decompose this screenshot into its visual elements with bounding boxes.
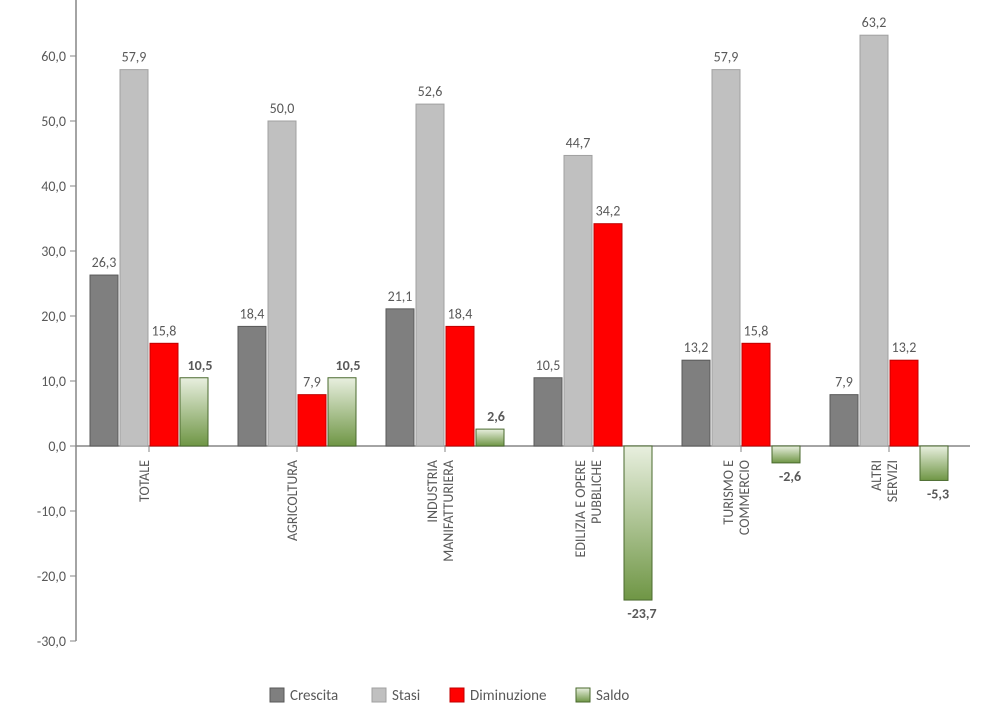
bar-stasi bbox=[120, 70, 148, 446]
bar-crescita bbox=[386, 309, 414, 446]
bar-value-label: 26,3 bbox=[92, 254, 117, 271]
bar-diminuzione bbox=[446, 326, 474, 446]
legend-marker bbox=[270, 688, 284, 702]
y-tick-label: 40,0 bbox=[41, 178, 66, 195]
category-label: INDUSTRIA bbox=[424, 459, 441, 522]
grouped-bar-chart: -30,0 -20,0 -10,0 0,0 10,0 20,0 30,0 40,0 50,0 60… bbox=[0, 0, 983, 724]
bar-crescita bbox=[830, 395, 858, 446]
y-tick-label: 30,0 bbox=[41, 243, 66, 260]
bar-value-label: 7,9 bbox=[303, 374, 321, 391]
bar-saldo bbox=[624, 446, 652, 600]
bar-value-label: 13,2 bbox=[892, 339, 917, 356]
bar-value-label: 18,4 bbox=[448, 305, 473, 322]
bar-value-label: 50,0 bbox=[270, 100, 295, 117]
bar-value-label: 18,4 bbox=[240, 305, 265, 322]
bar-saldo bbox=[920, 446, 948, 480]
y-tick-label: 60,0 bbox=[41, 48, 66, 65]
y-tick-label: 50,0 bbox=[41, 113, 66, 130]
bar-value-label: 13,2 bbox=[684, 339, 709, 356]
bar-saldo bbox=[180, 378, 208, 446]
bar-value-label: -23,7 bbox=[627, 605, 656, 622]
legend-label: Crescita bbox=[290, 687, 338, 705]
category-label: PUBBLICHE bbox=[588, 460, 605, 524]
bar-diminuzione bbox=[594, 224, 622, 446]
bar-diminuzione bbox=[742, 343, 770, 446]
bar-stasi bbox=[712, 70, 740, 446]
bar-value-label: 10,5 bbox=[188, 357, 213, 374]
bar-crescita bbox=[238, 326, 266, 446]
bar-value-label: 63,2 bbox=[862, 14, 887, 31]
bar-value-label: -2,6 bbox=[779, 468, 801, 485]
y-tick-label: 10,0 bbox=[41, 373, 66, 390]
bar-value-label: 21,1 bbox=[388, 288, 413, 305]
bar-value-label: 44,7 bbox=[566, 134, 591, 151]
legend-marker bbox=[372, 688, 386, 702]
bar-diminuzione bbox=[150, 343, 178, 446]
category-label: SERVIZI bbox=[884, 460, 901, 502]
bar-value-label: 15,8 bbox=[152, 322, 177, 339]
bar-value-label: 2,6 bbox=[487, 408, 505, 425]
legend-label: Diminuzione bbox=[470, 687, 546, 705]
bar-crescita bbox=[90, 275, 118, 446]
y-tick-label: -30,0 bbox=[37, 633, 66, 650]
bar-value-label: 57,9 bbox=[714, 49, 739, 66]
y-tick-label: 0,0 bbox=[48, 438, 66, 455]
bar-value-label: 52,6 bbox=[418, 83, 443, 100]
y-tick-label: -10,0 bbox=[37, 503, 66, 520]
legend-marker bbox=[576, 688, 590, 702]
category-label: EDILIZIA E OPERE bbox=[572, 460, 589, 558]
category-label: ALTRI bbox=[868, 460, 885, 491]
bar-saldo bbox=[328, 378, 356, 446]
bar-value-label: 7,9 bbox=[835, 374, 853, 391]
bar-crescita bbox=[682, 360, 710, 446]
bar-stasi bbox=[268, 121, 296, 446]
category-label: TOTALE bbox=[136, 460, 153, 502]
bar-saldo bbox=[772, 446, 800, 463]
bar-value-label: 15,8 bbox=[744, 322, 769, 339]
bar-value-label: -5,3 bbox=[927, 485, 949, 502]
bar-value-label: 34,2 bbox=[596, 203, 621, 220]
bar-diminuzione bbox=[890, 360, 918, 446]
bar-value-label: 10,5 bbox=[336, 357, 361, 374]
category-label: COMMERCIO bbox=[736, 460, 753, 535]
category-label: TURISMO E bbox=[720, 460, 737, 525]
bar-stasi bbox=[416, 104, 444, 446]
legend-label: Saldo bbox=[596, 687, 629, 705]
category-label: MANIFATTURIERA bbox=[440, 459, 457, 562]
bar-crescita bbox=[534, 378, 562, 446]
y-tick-label: 20,0 bbox=[41, 308, 66, 325]
legend-label: Stasi bbox=[392, 687, 420, 705]
y-tick-label: -20,0 bbox=[37, 568, 66, 585]
category-label: AGRICOLTURA bbox=[284, 459, 301, 541]
bar-value-label: 10,5 bbox=[536, 357, 561, 374]
bar-stasi bbox=[860, 35, 888, 446]
bar-diminuzione bbox=[298, 395, 326, 446]
legend-marker bbox=[450, 688, 464, 702]
bar-value-label: 57,9 bbox=[122, 49, 147, 66]
bar-stasi bbox=[564, 155, 592, 446]
bar-saldo bbox=[476, 429, 504, 446]
